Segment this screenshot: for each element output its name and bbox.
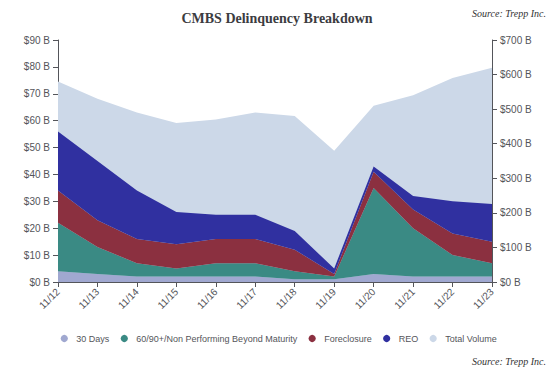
svg-text:$200 B: $200 B — [500, 207, 532, 218]
svg-text:$400 B: $400 B — [500, 138, 532, 149]
svg-text:Source: Trepp Inc.: Source: Trepp Inc. — [472, 356, 546, 367]
svg-text:CMBS Delinquency Breakdown: CMBS Delinquency Breakdown — [181, 11, 372, 26]
svg-text:$0 B: $0 B — [29, 277, 50, 288]
svg-text:$600 B: $600 B — [500, 69, 532, 80]
svg-text:$40 B: $40 B — [24, 169, 50, 180]
svg-text:$0 B: $0 B — [500, 277, 521, 288]
svg-text:30 Days: 30 Days — [76, 334, 110, 344]
svg-text:11/16: 11/16 — [195, 286, 220, 311]
svg-text:11/15: 11/15 — [155, 286, 180, 311]
svg-text:$90 B: $90 B — [24, 35, 50, 46]
svg-text:$500 B: $500 B — [500, 104, 532, 115]
svg-text:11/20: 11/20 — [353, 286, 378, 311]
svg-text:$20 B: $20 B — [24, 223, 50, 234]
svg-text:$50 B: $50 B — [24, 142, 50, 153]
svg-text:Total Volume: Total Volume — [445, 334, 497, 344]
svg-text:11/19: 11/19 — [313, 286, 338, 311]
svg-text:$700 B: $700 B — [500, 35, 532, 46]
svg-text:$70 B: $70 B — [24, 88, 50, 99]
svg-text:11/14: 11/14 — [116, 286, 141, 311]
svg-text:$100 B: $100 B — [500, 242, 532, 253]
svg-text:11/17: 11/17 — [234, 286, 259, 311]
svg-text:11/23: 11/23 — [471, 286, 496, 311]
svg-text:11/13: 11/13 — [76, 286, 101, 311]
svg-text:11/22: 11/22 — [432, 286, 457, 311]
svg-text:$10 B: $10 B — [24, 250, 50, 261]
svg-text:REO: REO — [399, 334, 419, 344]
svg-text:60/90+/Non Performing Beyond M: 60/90+/Non Performing Beyond Maturity — [136, 334, 297, 344]
svg-text:11/18: 11/18 — [274, 286, 299, 311]
svg-text:$300 B: $300 B — [500, 173, 532, 184]
svg-text:$80 B: $80 B — [24, 61, 50, 72]
svg-text:Source: Trepp Inc.: Source: Trepp Inc. — [472, 8, 546, 19]
svg-text:$60 B: $60 B — [24, 115, 50, 126]
svg-text:Foreclosure: Foreclosure — [324, 334, 372, 344]
svg-text:11/21: 11/21 — [392, 286, 417, 311]
svg-text:$30 B: $30 B — [24, 196, 50, 207]
svg-text:11/12: 11/12 — [37, 286, 62, 311]
